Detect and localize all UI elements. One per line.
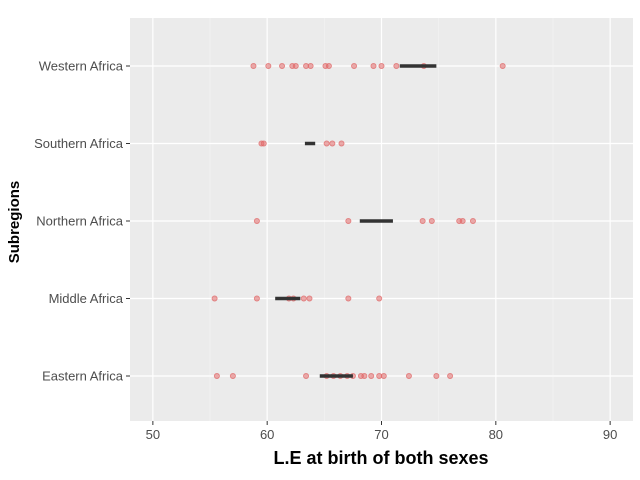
data-point xyxy=(370,63,377,70)
data-point xyxy=(329,140,336,147)
data-point xyxy=(211,295,218,302)
x-axis-title: L.E at birth of both sexes xyxy=(273,448,488,468)
data-point xyxy=(253,295,260,302)
data-point xyxy=(459,217,466,224)
data-point xyxy=(265,63,272,70)
data-point xyxy=(499,63,506,70)
data-point xyxy=(469,217,476,224)
data-point xyxy=(323,140,330,147)
x-tick-label: 60 xyxy=(260,427,274,442)
data-point xyxy=(345,217,352,224)
y-tick-label: Eastern Africa xyxy=(42,369,124,384)
data-point xyxy=(260,140,267,147)
data-point xyxy=(361,372,368,379)
data-point xyxy=(229,372,236,379)
data-point xyxy=(213,372,220,379)
data-point xyxy=(250,63,257,70)
data-point xyxy=(376,295,383,302)
x-tick-label: 50 xyxy=(146,427,160,442)
data-point xyxy=(351,63,358,70)
x-tick-label: 80 xyxy=(489,427,503,442)
y-tick-label: Western Africa xyxy=(39,59,124,74)
data-point xyxy=(300,295,307,302)
data-point xyxy=(428,217,435,224)
data-point xyxy=(378,63,385,70)
data-point xyxy=(368,372,375,379)
y-axis-title: Subregions xyxy=(6,181,23,264)
data-point xyxy=(303,372,310,379)
data-point xyxy=(380,372,387,379)
data-point xyxy=(325,63,332,70)
data-point xyxy=(306,295,313,302)
data-point xyxy=(447,372,454,379)
data-point xyxy=(419,217,426,224)
data-point xyxy=(405,372,412,379)
y-tick-label: Southern Africa xyxy=(34,136,124,151)
data-point xyxy=(292,63,299,70)
data-point xyxy=(338,140,345,147)
y-tick-label: Middle Africa xyxy=(49,291,124,306)
data-point xyxy=(279,63,286,70)
data-point xyxy=(307,63,314,70)
data-point xyxy=(253,217,260,224)
y-tick-label: Northern Africa xyxy=(36,214,123,229)
x-tick-label: 90 xyxy=(603,427,617,442)
data-point xyxy=(433,372,440,379)
data-point xyxy=(345,295,352,302)
data-point xyxy=(393,63,400,70)
x-tick-label: 70 xyxy=(374,427,388,442)
